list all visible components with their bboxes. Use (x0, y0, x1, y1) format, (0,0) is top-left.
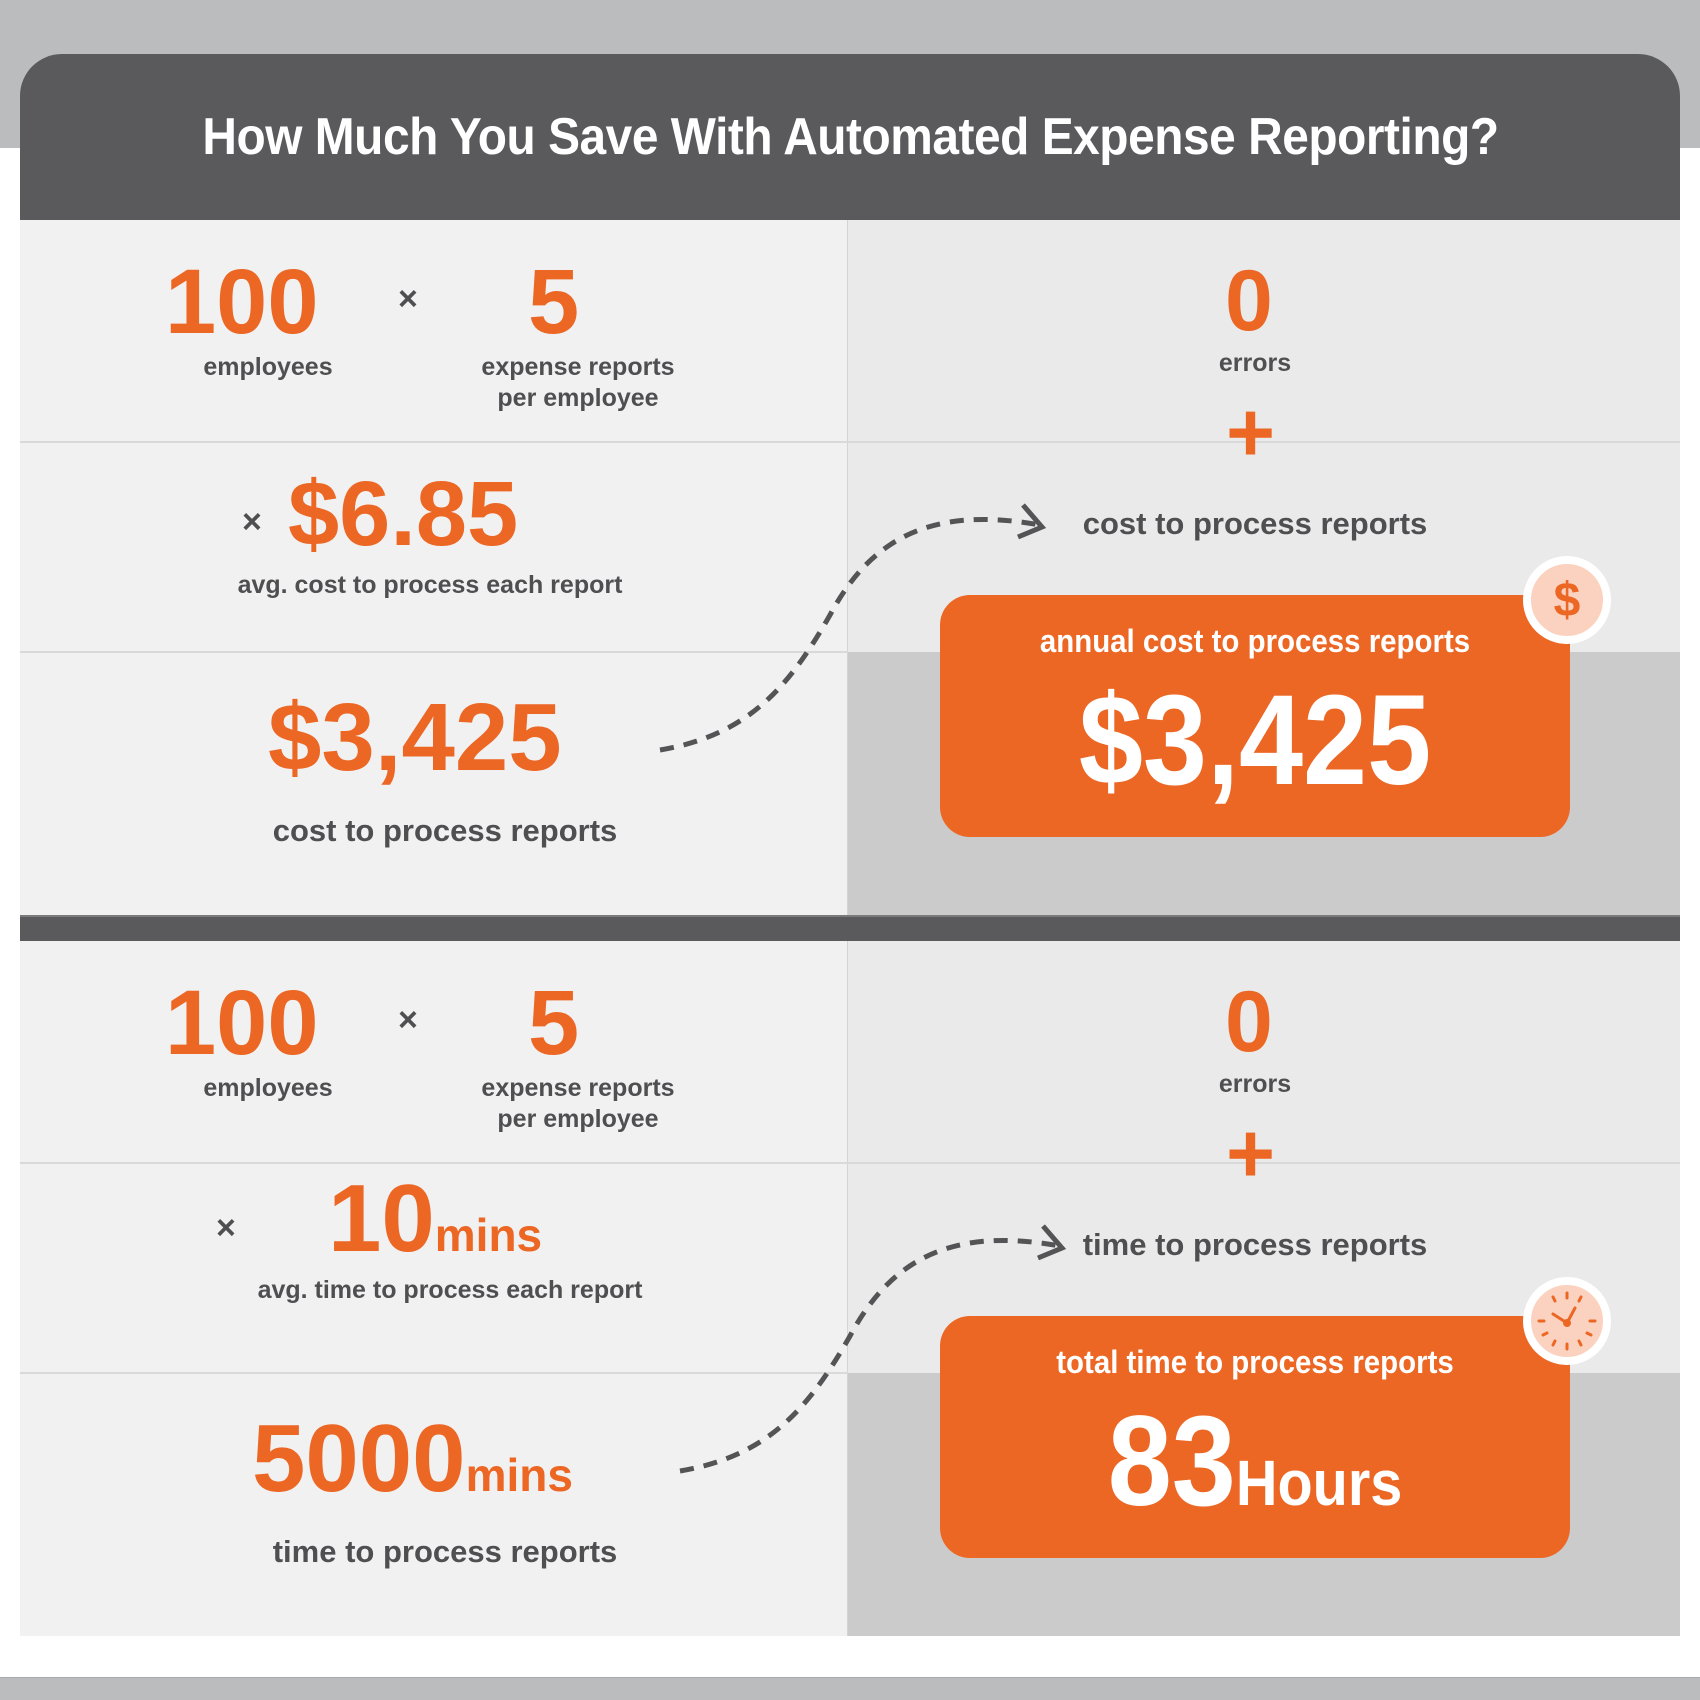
errors-label: errors (1218, 349, 1292, 377)
annual-cost-label: annual cost to process reports (1039, 623, 1471, 659)
errors-label: errors (1218, 1070, 1292, 1098)
time-section: 100 employees × 5 expense reports per em… (20, 941, 1680, 1636)
errors-value: 0 (1225, 974, 1273, 1070)
total-time-label: total time to process reports (1056, 1344, 1454, 1380)
total-time-unit: Hours (1235, 1447, 1403, 1519)
time-subtotal-unit: mins (465, 1449, 573, 1501)
background-bottom-band (0, 1677, 1700, 1700)
reports-label-line2: per employee (497, 1105, 659, 1134)
infographic-card: How Much You Save With Automated Expense… (20, 54, 1680, 1636)
errors-value: 0 (1225, 253, 1273, 349)
avg-time-unit: mins (434, 1209, 543, 1261)
employees-value: 100 (165, 972, 319, 1074)
avg-time-label: avg. time to process each report (257, 1276, 643, 1304)
reports-label: expense reports per employee (420, 1073, 736, 1136)
clock-badge (1523, 1277, 1611, 1365)
avg-cost-label: avg. cost to process each report (237, 571, 623, 599)
multiply-icon: × (398, 280, 418, 318)
section-separator (20, 915, 1680, 941)
page-title: How Much You Save With Automated Expense… (201, 108, 1499, 166)
clock-icon (1537, 1291, 1597, 1351)
reports-value: 5 (528, 972, 580, 1074)
time-left-panel (20, 941, 848, 1636)
divider (20, 1372, 848, 1374)
plus-icon: + (1226, 1106, 1276, 1200)
cost-left-panel (20, 220, 848, 915)
divider (20, 651, 848, 653)
multiply-icon: × (398, 1001, 418, 1039)
annual-cost-result-box: annual cost to process reports $3,425 (940, 595, 1570, 837)
dashed-arrow-icon (679, 1224, 1067, 1474)
divider (20, 441, 1680, 443)
reports-label: expense reports per employee (420, 352, 736, 415)
reports-value: 5 (528, 251, 580, 353)
annual-cost-value: $3,425 (1078, 669, 1432, 812)
reports-label-line2: per employee (497, 384, 659, 413)
dashed-arrow-icon (659, 503, 1047, 753)
employees-label: employees (203, 1074, 333, 1102)
reports-label-line1: expense reports (481, 1074, 675, 1102)
right-cost-label: cost to process reports (1082, 506, 1428, 541)
cost-subtotal-value: $3,425 (268, 684, 562, 791)
total-time-value: 83Hours (972, 1398, 1539, 1526)
cost-subtotal-label: cost to process reports (272, 813, 618, 848)
multiply-icon: × (242, 503, 262, 541)
time-subtotal-value: 5000mins (252, 1411, 573, 1507)
time-subtotal-label: time to process reports (272, 1534, 618, 1569)
multiply-icon: × (216, 1209, 236, 1247)
dollar-badge: $ (1523, 556, 1611, 644)
cost-section: 100 employees × 5 expense reports per em… (20, 220, 1680, 915)
right-time-label: time to process reports (1082, 1227, 1428, 1262)
time-subtotal-number: 5000 (252, 1405, 466, 1512)
employees-label: employees (203, 353, 333, 381)
divider (20, 1162, 1680, 1164)
employees-value: 100 (165, 251, 319, 353)
avg-cost-value: $6.85 (288, 463, 519, 565)
avg-time-value: 10mins (328, 1171, 542, 1267)
total-time-number: 83 (1107, 1390, 1236, 1533)
header-banner: How Much You Save With Automated Expense… (20, 54, 1680, 220)
total-time-result-box: total time to process reports 83Hours (940, 1316, 1570, 1558)
dollar-icon: $ (1553, 573, 1581, 627)
plus-icon: + (1226, 385, 1276, 479)
avg-time-number: 10 (328, 1165, 435, 1272)
reports-label-line1: expense reports (481, 353, 675, 381)
